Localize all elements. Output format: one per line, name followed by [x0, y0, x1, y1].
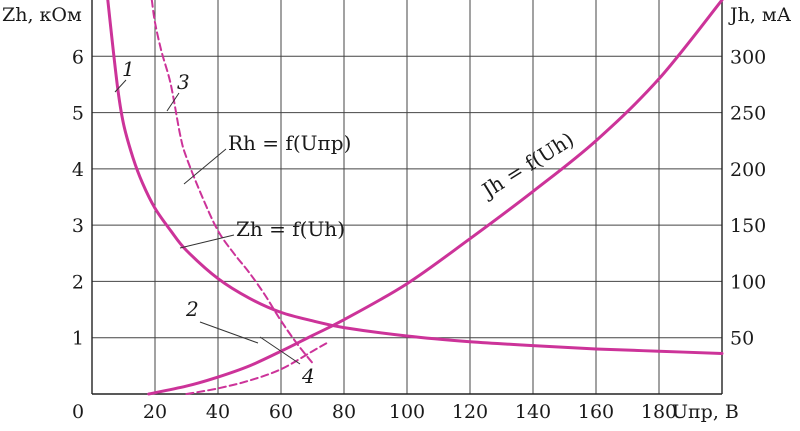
- x-axis-title: Uпр, В: [672, 401, 739, 423]
- x-tick-label: 100: [389, 401, 425, 423]
- series-curve-3: [150, 0, 314, 364]
- curve-label-2: 2: [185, 297, 199, 321]
- y-left-tick-label: 6: [72, 46, 84, 68]
- leader-line-2: [199, 321, 259, 344]
- series-curve-1: [106, 0, 724, 355]
- x-tick-label: 140: [515, 401, 551, 423]
- leader-line-1: [114, 79, 127, 93]
- annotation-rh: Rh = f(Uпр): [228, 131, 351, 155]
- curve-label-1: 1: [122, 57, 135, 81]
- y-left-axis-title: Zh, кОм: [2, 4, 82, 26]
- y-right-tick-label: 300: [730, 46, 766, 68]
- curve-label-3: 3: [177, 70, 190, 94]
- leader-line-rh: [183, 148, 227, 185]
- y-right-tick-label: 200: [730, 159, 766, 181]
- leader-line-3: [166, 92, 180, 112]
- x-tick-label: 0: [72, 401, 84, 423]
- y-right-tick-label: 150: [730, 215, 766, 237]
- x-tick-label: 20: [143, 401, 167, 423]
- y-left-tick-label: 5: [72, 103, 84, 125]
- series-curve-4: [185, 341, 330, 395]
- axes: 0 20 40 60 80 100 120 140 160 180 1 2 3 4 5 6 50 100 150 20…: [72, 0, 766, 423]
- leader-line-zh: [179, 234, 235, 249]
- y-left-tick-label: 1: [72, 328, 84, 350]
- y-right-tick-label: 100: [730, 271, 766, 293]
- y-left-tick-label: 2: [72, 271, 84, 293]
- y-right-axis-title: Jh, мА: [728, 4, 792, 26]
- x-tick-label: 160: [578, 401, 614, 423]
- x-tick-label: 180: [641, 401, 677, 423]
- y-right-tick-label: 50: [730, 328, 754, 350]
- y-left-tick-label: 4: [72, 159, 84, 181]
- grid: [92, 0, 722, 394]
- series-layer: [106, 0, 724, 396]
- x-tick-label: 40: [206, 401, 230, 423]
- series-curve-2: [147, 0, 724, 396]
- y-right-tick-label: 250: [730, 103, 766, 125]
- x-tick-label: 120: [452, 401, 488, 423]
- leader-line-4: [259, 336, 301, 365]
- y-left-tick-label: 3: [72, 215, 84, 237]
- x-tick-label: 60: [269, 401, 293, 423]
- annotation-jh: Jh = f(Uh): [476, 127, 578, 203]
- labels: Zh, кОм Jh, мА Uпр, В Rh = f(Uпр) Zh = f…: [2, 4, 792, 423]
- x-tick-label: 80: [332, 401, 356, 423]
- annotation-zh: Zh = f(Uh): [236, 217, 345, 241]
- curve-label-4: 4: [301, 364, 315, 388]
